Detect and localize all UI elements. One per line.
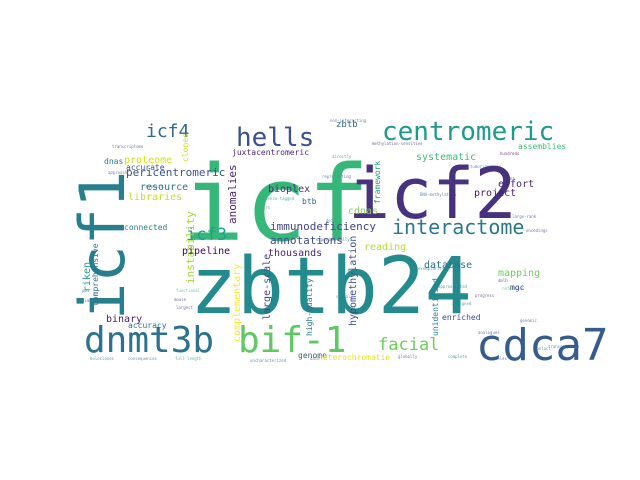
cloud-word-libraries: libraries	[128, 192, 182, 203]
cloud-word-cdca7: cdca7	[476, 320, 608, 371]
cloud-word-hypomethylation: hypomethylation	[348, 236, 359, 326]
svg-text:dmlh: dmlh	[498, 278, 508, 283]
cloud-word-high-quality: high-quality	[305, 278, 314, 336]
svg-text:experimentally: experimentally	[316, 237, 350, 242]
svg-text:progress: progress	[475, 293, 495, 298]
cloud-word-mapping: mapping	[498, 268, 540, 279]
svg-text:hypoxia: hypoxia	[146, 184, 163, 189]
cloud-word-large-scale: large-scale	[262, 254, 273, 320]
svg-text:holoclones: holoclones	[90, 356, 115, 361]
cloud-word-mgc: mgc	[510, 283, 525, 292]
cloud-word-systematic: systematic	[416, 152, 476, 163]
svg-text:overlap: overlap	[322, 182, 339, 187]
cloud-word-bioplex: bioplex	[268, 184, 310, 195]
cloud-word-interactome: interactome	[392, 215, 524, 239]
cloud-word-centromeric: centromeric	[382, 117, 554, 147]
svg-text:transcriptome: transcriptome	[548, 344, 580, 349]
cloud-word-dnmt3b: dnmt3b	[84, 320, 214, 361]
svg-text:sequence-tagged: sequence-tagged	[258, 196, 295, 201]
cloud-word-icf1: icf1	[66, 171, 139, 320]
cloud-word-dnas: dnas	[104, 157, 123, 166]
cloud-word-enriched: enriched	[442, 313, 481, 322]
svg-text:contact: contact	[534, 346, 551, 351]
cloud-word-genome: genome	[298, 351, 327, 360]
cloud-word-icf2: icf2	[348, 153, 517, 235]
cloud-word-zbtb: zbtb	[336, 120, 358, 130]
cloud-word-instability: instability	[184, 211, 197, 284]
cloud-word-accurate: accurate	[126, 163, 165, 172]
svg-text:fail: fail	[346, 306, 356, 311]
cloud-word-clones: clones	[181, 133, 190, 162]
cloud-word-resource: resource	[140, 182, 188, 193]
cloud-word-binary: binary	[106, 314, 142, 325]
cloud-word-pipeline: pipeline	[182, 246, 230, 257]
cloud-word-pericentromeric: pericentromeric	[126, 166, 225, 179]
cloud-word-icf4: icf4	[146, 121, 189, 142]
cloud-word-anomalies: anomalies	[226, 164, 239, 224]
svg-text:tumorigenesis: tumorigenesis	[470, 164, 502, 169]
svg-text:non-interacting: non-interacting	[330, 118, 367, 123]
cloud-word-database: database	[424, 260, 472, 271]
cloud-word-connected: connected	[124, 223, 168, 232]
cloud-word-reading: reading	[364, 242, 406, 253]
svg-text:large-rank: large-rank	[512, 214, 537, 219]
cloud-word-zbtb24: zbtb24	[190, 242, 472, 332]
cloud-word-annotations: annotations	[270, 234, 343, 247]
svg-text:functional: functional	[176, 288, 201, 293]
cloud-word-comprehensive: comprehensive	[91, 243, 100, 306]
cloud-word-framework: framework	[373, 160, 382, 204]
svg-text:DNA-methylation: DNA-methylation	[420, 192, 457, 197]
cloud-word-heterochromatin: heterochromatin	[318, 353, 390, 362]
svg-text:analogues: analogues	[478, 330, 500, 335]
svg-text:complete: complete	[448, 354, 468, 359]
svg-text:exemplarity: exemplarity	[418, 266, 445, 271]
svg-text:hundreds: hundreds	[500, 151, 520, 156]
svg-text:pairs: pairs	[258, 205, 271, 210]
svg-text:dimer: dimer	[82, 298, 95, 303]
cloud-word-juxtacentromeric: juxtacentromeric	[232, 148, 309, 157]
svg-text:ppi: ppi	[82, 288, 90, 293]
cloud-word-cdnas: cdnas	[348, 206, 378, 217]
svg-text:signals: signals	[336, 294, 353, 299]
cloud-word-accuracy: accuracy	[128, 321, 167, 330]
cloud-word-effort: effort	[498, 179, 534, 190]
cloud-word-hells: hells	[236, 123, 314, 153]
svg-text:consequences: consequences	[128, 356, 157, 361]
svg-text:uncharacterized: uncharacterized	[250, 358, 287, 363]
cloud-word-assemblies: assemblies	[518, 142, 566, 151]
cloud-word-icf: icf	[182, 143, 370, 265]
svg-text:genomic: genomic	[520, 318, 537, 323]
cloud-word-icf3: icf3	[186, 225, 227, 245]
cloud-background	[72, 120, 572, 368]
cloud-word-bif-1: bif-1	[238, 320, 346, 361]
cloud-word-riken: riken	[82, 262, 93, 292]
svg-text:rdna: rdna	[505, 176, 515, 181]
cloud-word-project: project	[474, 188, 516, 199]
svg-text:globally: globally	[398, 354, 418, 359]
svg-text:representing: representing	[322, 174, 351, 179]
cloud-word-complementary: complementary	[232, 264, 243, 342]
svg-text:transcriptome: transcriptome	[112, 144, 144, 149]
svg-text:reference: reference	[502, 286, 524, 291]
svg-text:mouse: mouse	[174, 297, 187, 302]
cloud-word-btb: btb	[302, 197, 317, 206]
svg-text:assigned: assigned	[452, 301, 472, 306]
svg-text:approximated: approximated	[438, 284, 467, 289]
svg-text:full-length: full-length	[175, 356, 202, 361]
cloud-word-proteome: proteome	[124, 155, 172, 166]
svg-text:data: data	[310, 356, 320, 361]
svg-text:defects: defects	[326, 218, 343, 223]
cloud-word-unidentified: unidentified	[431, 278, 440, 336]
svg-text:approach: approach	[108, 170, 128, 175]
svg-text:methylation-sensitive: methylation-sensitive	[372, 141, 423, 146]
svg-text:directly: directly	[332, 154, 352, 159]
cloud-word-thousands: thousands	[268, 248, 322, 259]
cloud-word-immunodeficiency: immunodeficiency	[270, 220, 376, 233]
svg-text:largest: largest	[176, 305, 193, 310]
svg-text:alleles: alleles	[490, 356, 507, 361]
cloud-word-facial: facial	[378, 335, 439, 355]
svg-text:encodings: encodings	[526, 228, 548, 233]
